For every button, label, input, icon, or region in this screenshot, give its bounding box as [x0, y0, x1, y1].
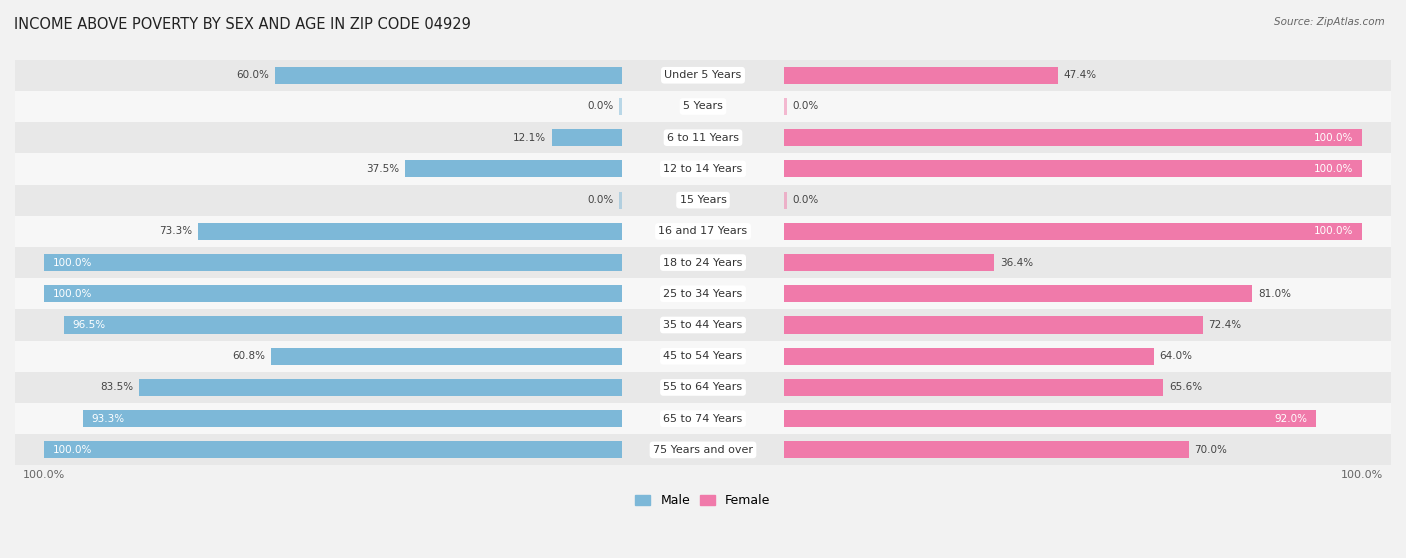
- Text: 81.0%: 81.0%: [1258, 289, 1291, 299]
- Text: 25 to 34 Years: 25 to 34 Years: [664, 289, 742, 299]
- Bar: [619, 98, 621, 115]
- Text: 47.4%: 47.4%: [1064, 70, 1097, 80]
- Bar: [785, 285, 1253, 302]
- Bar: [15, 434, 1391, 465]
- Bar: [15, 153, 1391, 185]
- Bar: [785, 348, 1154, 365]
- Bar: [83, 410, 621, 427]
- Bar: [785, 160, 1362, 177]
- Text: 100.0%: 100.0%: [52, 289, 91, 299]
- Bar: [785, 254, 994, 271]
- Bar: [553, 129, 621, 146]
- Bar: [270, 348, 621, 365]
- Text: 72.4%: 72.4%: [1208, 320, 1241, 330]
- Text: 93.3%: 93.3%: [91, 413, 125, 424]
- Text: 45 to 54 Years: 45 to 54 Years: [664, 351, 742, 361]
- Bar: [785, 441, 1188, 459]
- Text: 83.5%: 83.5%: [100, 382, 134, 392]
- Text: 12.1%: 12.1%: [513, 133, 547, 143]
- Bar: [15, 372, 1391, 403]
- Text: 0.0%: 0.0%: [793, 102, 818, 112]
- Bar: [139, 379, 621, 396]
- Bar: [44, 285, 621, 302]
- Text: 6 to 11 Years: 6 to 11 Years: [666, 133, 740, 143]
- Text: 65.6%: 65.6%: [1168, 382, 1202, 392]
- Bar: [15, 216, 1391, 247]
- Bar: [785, 191, 787, 209]
- Bar: [15, 340, 1391, 372]
- Text: 65 to 74 Years: 65 to 74 Years: [664, 413, 742, 424]
- Text: 55 to 64 Years: 55 to 64 Years: [664, 382, 742, 392]
- Bar: [785, 223, 1362, 240]
- Text: 0.0%: 0.0%: [588, 102, 613, 112]
- Bar: [15, 122, 1391, 153]
- Text: 64.0%: 64.0%: [1160, 351, 1192, 361]
- Text: 100.0%: 100.0%: [1315, 227, 1354, 237]
- Text: Under 5 Years: Under 5 Years: [665, 70, 741, 80]
- Bar: [44, 254, 621, 271]
- Bar: [785, 316, 1202, 334]
- Bar: [15, 309, 1391, 340]
- Text: 15 Years: 15 Years: [679, 195, 727, 205]
- Text: 100.0%: 100.0%: [1315, 133, 1354, 143]
- Bar: [15, 91, 1391, 122]
- Text: 36.4%: 36.4%: [1000, 258, 1033, 268]
- Text: 100.0%: 100.0%: [1315, 164, 1354, 174]
- Text: INCOME ABOVE POVERTY BY SEX AND AGE IN ZIP CODE 04929: INCOME ABOVE POVERTY BY SEX AND AGE IN Z…: [14, 17, 471, 32]
- Bar: [405, 160, 621, 177]
- Bar: [785, 66, 1057, 84]
- Text: 16 and 17 Years: 16 and 17 Years: [658, 227, 748, 237]
- Bar: [44, 441, 621, 459]
- Text: 5 Years: 5 Years: [683, 102, 723, 112]
- Text: 0.0%: 0.0%: [793, 195, 818, 205]
- Bar: [198, 223, 621, 240]
- Bar: [785, 410, 1316, 427]
- Bar: [15, 403, 1391, 434]
- Bar: [15, 247, 1391, 278]
- Text: 60.0%: 60.0%: [236, 70, 270, 80]
- Text: 96.5%: 96.5%: [73, 320, 105, 330]
- Bar: [276, 66, 621, 84]
- Text: 0.0%: 0.0%: [588, 195, 613, 205]
- Bar: [785, 379, 1163, 396]
- Text: 92.0%: 92.0%: [1274, 413, 1308, 424]
- Text: 75 Years and over: 75 Years and over: [652, 445, 754, 455]
- Text: 37.5%: 37.5%: [367, 164, 399, 174]
- Bar: [65, 316, 621, 334]
- Text: 100.0%: 100.0%: [52, 258, 91, 268]
- Bar: [15, 60, 1391, 91]
- Text: 12 to 14 Years: 12 to 14 Years: [664, 164, 742, 174]
- Text: 60.8%: 60.8%: [232, 351, 264, 361]
- Bar: [15, 278, 1391, 309]
- Bar: [785, 98, 787, 115]
- Text: 18 to 24 Years: 18 to 24 Years: [664, 258, 742, 268]
- Text: Source: ZipAtlas.com: Source: ZipAtlas.com: [1274, 17, 1385, 27]
- Text: 73.3%: 73.3%: [159, 227, 193, 237]
- Text: 70.0%: 70.0%: [1195, 445, 1227, 455]
- Text: 100.0%: 100.0%: [52, 445, 91, 455]
- Bar: [619, 191, 621, 209]
- Bar: [15, 185, 1391, 216]
- Text: 35 to 44 Years: 35 to 44 Years: [664, 320, 742, 330]
- Bar: [785, 129, 1362, 146]
- Legend: Male, Female: Male, Female: [630, 489, 776, 512]
